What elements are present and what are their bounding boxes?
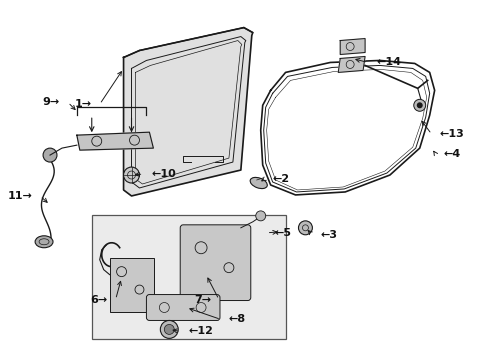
Polygon shape <box>340 39 365 54</box>
Polygon shape <box>123 28 252 196</box>
Bar <box>109 258 154 312</box>
Text: ←8: ←8 <box>228 314 245 324</box>
Text: ←3: ←3 <box>320 230 337 240</box>
Text: ←13: ←13 <box>439 129 464 139</box>
Text: 7→: 7→ <box>194 294 211 305</box>
Circle shape <box>123 167 139 183</box>
Circle shape <box>164 324 174 334</box>
Polygon shape <box>77 132 153 150</box>
Text: ←12: ←12 <box>188 327 213 336</box>
Ellipse shape <box>250 177 267 189</box>
Text: 1→: 1→ <box>75 99 92 109</box>
Circle shape <box>43 148 57 162</box>
Ellipse shape <box>35 236 53 248</box>
Text: ←14: ←14 <box>375 58 400 67</box>
Text: 6→: 6→ <box>90 294 107 305</box>
Circle shape <box>416 102 422 108</box>
Circle shape <box>298 221 312 235</box>
Circle shape <box>413 99 425 111</box>
Text: ←10: ←10 <box>151 169 176 179</box>
Polygon shape <box>338 57 365 72</box>
Text: ←2: ←2 <box>272 174 289 184</box>
FancyBboxPatch shape <box>180 225 250 301</box>
Text: ←4: ←4 <box>443 149 460 159</box>
Text: 11→: 11→ <box>7 191 32 201</box>
FancyBboxPatch shape <box>146 294 220 320</box>
Text: 9→: 9→ <box>42 97 60 107</box>
Bar <box>92 215 285 339</box>
Text: ←5: ←5 <box>274 228 291 238</box>
Circle shape <box>255 211 265 221</box>
Circle shape <box>160 320 178 338</box>
